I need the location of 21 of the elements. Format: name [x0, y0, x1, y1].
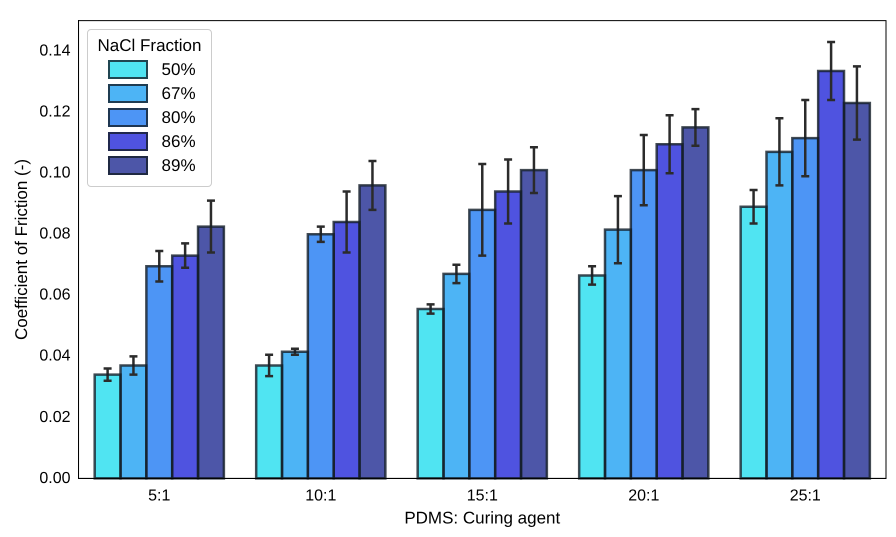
legend-label: 89%	[162, 156, 196, 176]
y-tick-label: 0.04	[39, 348, 71, 365]
y-axis-title: Coefficient of Friction (-)	[12, 158, 31, 340]
x-tick-label: 25:1	[790, 487, 821, 504]
y-tick-label: 0.12	[39, 104, 71, 121]
legend-label: 86%	[162, 132, 196, 152]
y-tick-label: 0.06	[39, 286, 71, 304]
y-tick-label: 0.08	[39, 226, 71, 243]
y-tick-label: 0.02	[39, 408, 71, 426]
y-tick-label: 0.14	[39, 42, 71, 60]
x-tick-label: 5:1	[148, 487, 171, 504]
legend-label: 67%	[162, 84, 196, 104]
x-tick-label: 20:1	[628, 487, 660, 504]
legend-label: 80%	[162, 108, 196, 128]
legend-title: NaCl Fraction	[98, 36, 202, 56]
x-axis-title: PDMS: Curing agent	[404, 508, 560, 528]
y-tick-label: 0.10	[39, 164, 71, 182]
x-tick-label: 10:1	[305, 487, 336, 504]
x-tick-label: 15:1	[466, 487, 498, 504]
legend-label: 50%	[162, 60, 196, 80]
y-tick-label: 0.00	[39, 470, 71, 487]
